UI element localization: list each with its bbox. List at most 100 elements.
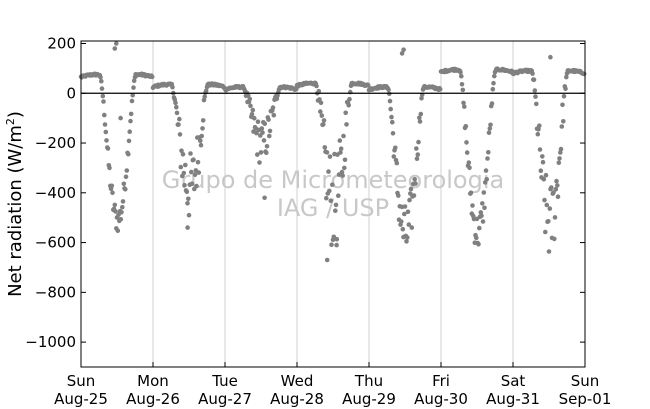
data-point bbox=[581, 71, 587, 77]
data-point bbox=[321, 122, 326, 127]
data-point bbox=[481, 190, 487, 195]
data-point bbox=[254, 152, 260, 157]
data-point bbox=[484, 177, 490, 182]
data-point bbox=[189, 169, 194, 175]
data-point bbox=[319, 113, 325, 118]
data-point bbox=[170, 84, 175, 90]
data-point bbox=[488, 122, 493, 128]
data-point bbox=[131, 78, 137, 84]
data-point bbox=[480, 219, 486, 224]
data-point bbox=[123, 174, 129, 180]
data-point bbox=[419, 96, 424, 101]
data-point bbox=[399, 219, 404, 224]
x-tick-day: Thu bbox=[354, 372, 383, 390]
plot-frame bbox=[80, 40, 586, 368]
data-point bbox=[561, 119, 566, 124]
data-point bbox=[200, 126, 205, 131]
data-point bbox=[326, 169, 331, 174]
data-point bbox=[341, 133, 346, 139]
data-point bbox=[338, 150, 343, 155]
data-point bbox=[342, 157, 348, 163]
data-point bbox=[337, 138, 343, 143]
data-point bbox=[405, 209, 411, 215]
data-point bbox=[546, 219, 551, 224]
data-point bbox=[183, 162, 188, 168]
data-point bbox=[103, 129, 109, 135]
y-axis-ticks: 200 0 −200 −400 −600 −800 −1000 bbox=[25, 34, 585, 351]
data-point bbox=[123, 187, 128, 192]
data-point bbox=[322, 145, 328, 150]
data-point bbox=[178, 164, 184, 170]
data-point bbox=[339, 169, 345, 175]
data-point bbox=[405, 235, 410, 240]
data-point bbox=[266, 117, 271, 122]
data-point bbox=[261, 138, 267, 143]
data-point bbox=[543, 172, 549, 178]
data-point bbox=[185, 225, 190, 230]
data-point bbox=[255, 119, 261, 124]
data-point bbox=[535, 131, 541, 137]
data-point bbox=[483, 168, 489, 173]
data-point bbox=[126, 138, 132, 144]
data-point bbox=[490, 86, 496, 92]
data-point bbox=[459, 82, 465, 87]
data-point bbox=[538, 168, 544, 173]
data-point bbox=[254, 130, 259, 136]
data-point bbox=[196, 170, 202, 175]
data-point bbox=[542, 197, 547, 203]
data-point bbox=[177, 116, 182, 122]
data-point bbox=[531, 77, 537, 83]
data-point bbox=[464, 140, 469, 145]
data-point bbox=[561, 94, 567, 99]
data-point bbox=[99, 86, 105, 91]
data-point bbox=[532, 88, 538, 93]
data-point bbox=[533, 94, 538, 99]
data-point bbox=[189, 181, 195, 186]
data-point bbox=[184, 189, 190, 194]
data-point bbox=[121, 181, 127, 187]
data-point bbox=[540, 159, 546, 165]
data-point bbox=[112, 46, 118, 51]
grid-lines bbox=[152, 41, 514, 367]
data-point bbox=[120, 204, 125, 210]
y-axis-label-main: Net radiation (W/m bbox=[5, 125, 26, 297]
data-point bbox=[199, 133, 204, 139]
y-tick-label: −600 bbox=[35, 234, 76, 252]
data-point bbox=[321, 118, 327, 123]
data-point bbox=[177, 132, 183, 137]
data-point bbox=[390, 119, 395, 125]
data-point bbox=[461, 100, 466, 106]
x-tick-date: Aug-27 bbox=[198, 390, 252, 408]
data-point bbox=[458, 70, 463, 75]
data-point bbox=[131, 85, 136, 90]
y-tick-label: −1000 bbox=[25, 333, 76, 351]
data-point bbox=[201, 97, 207, 103]
x-tick-day: Tue bbox=[211, 372, 238, 390]
data-point bbox=[340, 173, 346, 178]
x-tick-date: Aug-31 bbox=[486, 390, 540, 408]
data-point bbox=[110, 190, 115, 195]
data-point bbox=[406, 222, 412, 227]
data-point bbox=[98, 74, 103, 80]
data-point bbox=[347, 96, 352, 102]
data-point bbox=[387, 98, 393, 104]
data-point bbox=[120, 199, 126, 204]
x-tick-date: Sep-01 bbox=[559, 390, 612, 408]
data-point bbox=[114, 41, 119, 46]
data-point bbox=[314, 83, 319, 89]
data-point bbox=[128, 111, 134, 117]
data-point bbox=[185, 201, 190, 206]
data-point bbox=[543, 229, 548, 235]
data-point bbox=[257, 160, 262, 165]
data-point bbox=[180, 152, 186, 157]
data-point bbox=[149, 74, 155, 80]
data-point bbox=[334, 236, 340, 242]
data-point bbox=[195, 159, 201, 165]
watermark-line-1: Grupo de Micrometeorologia bbox=[162, 166, 504, 194]
data-point bbox=[129, 98, 135, 104]
x-tick-date: Aug-29 bbox=[342, 390, 396, 408]
y-tick-label: −200 bbox=[35, 134, 76, 152]
data-point bbox=[540, 154, 545, 159]
data-point bbox=[174, 110, 180, 116]
data-point bbox=[176, 122, 181, 127]
